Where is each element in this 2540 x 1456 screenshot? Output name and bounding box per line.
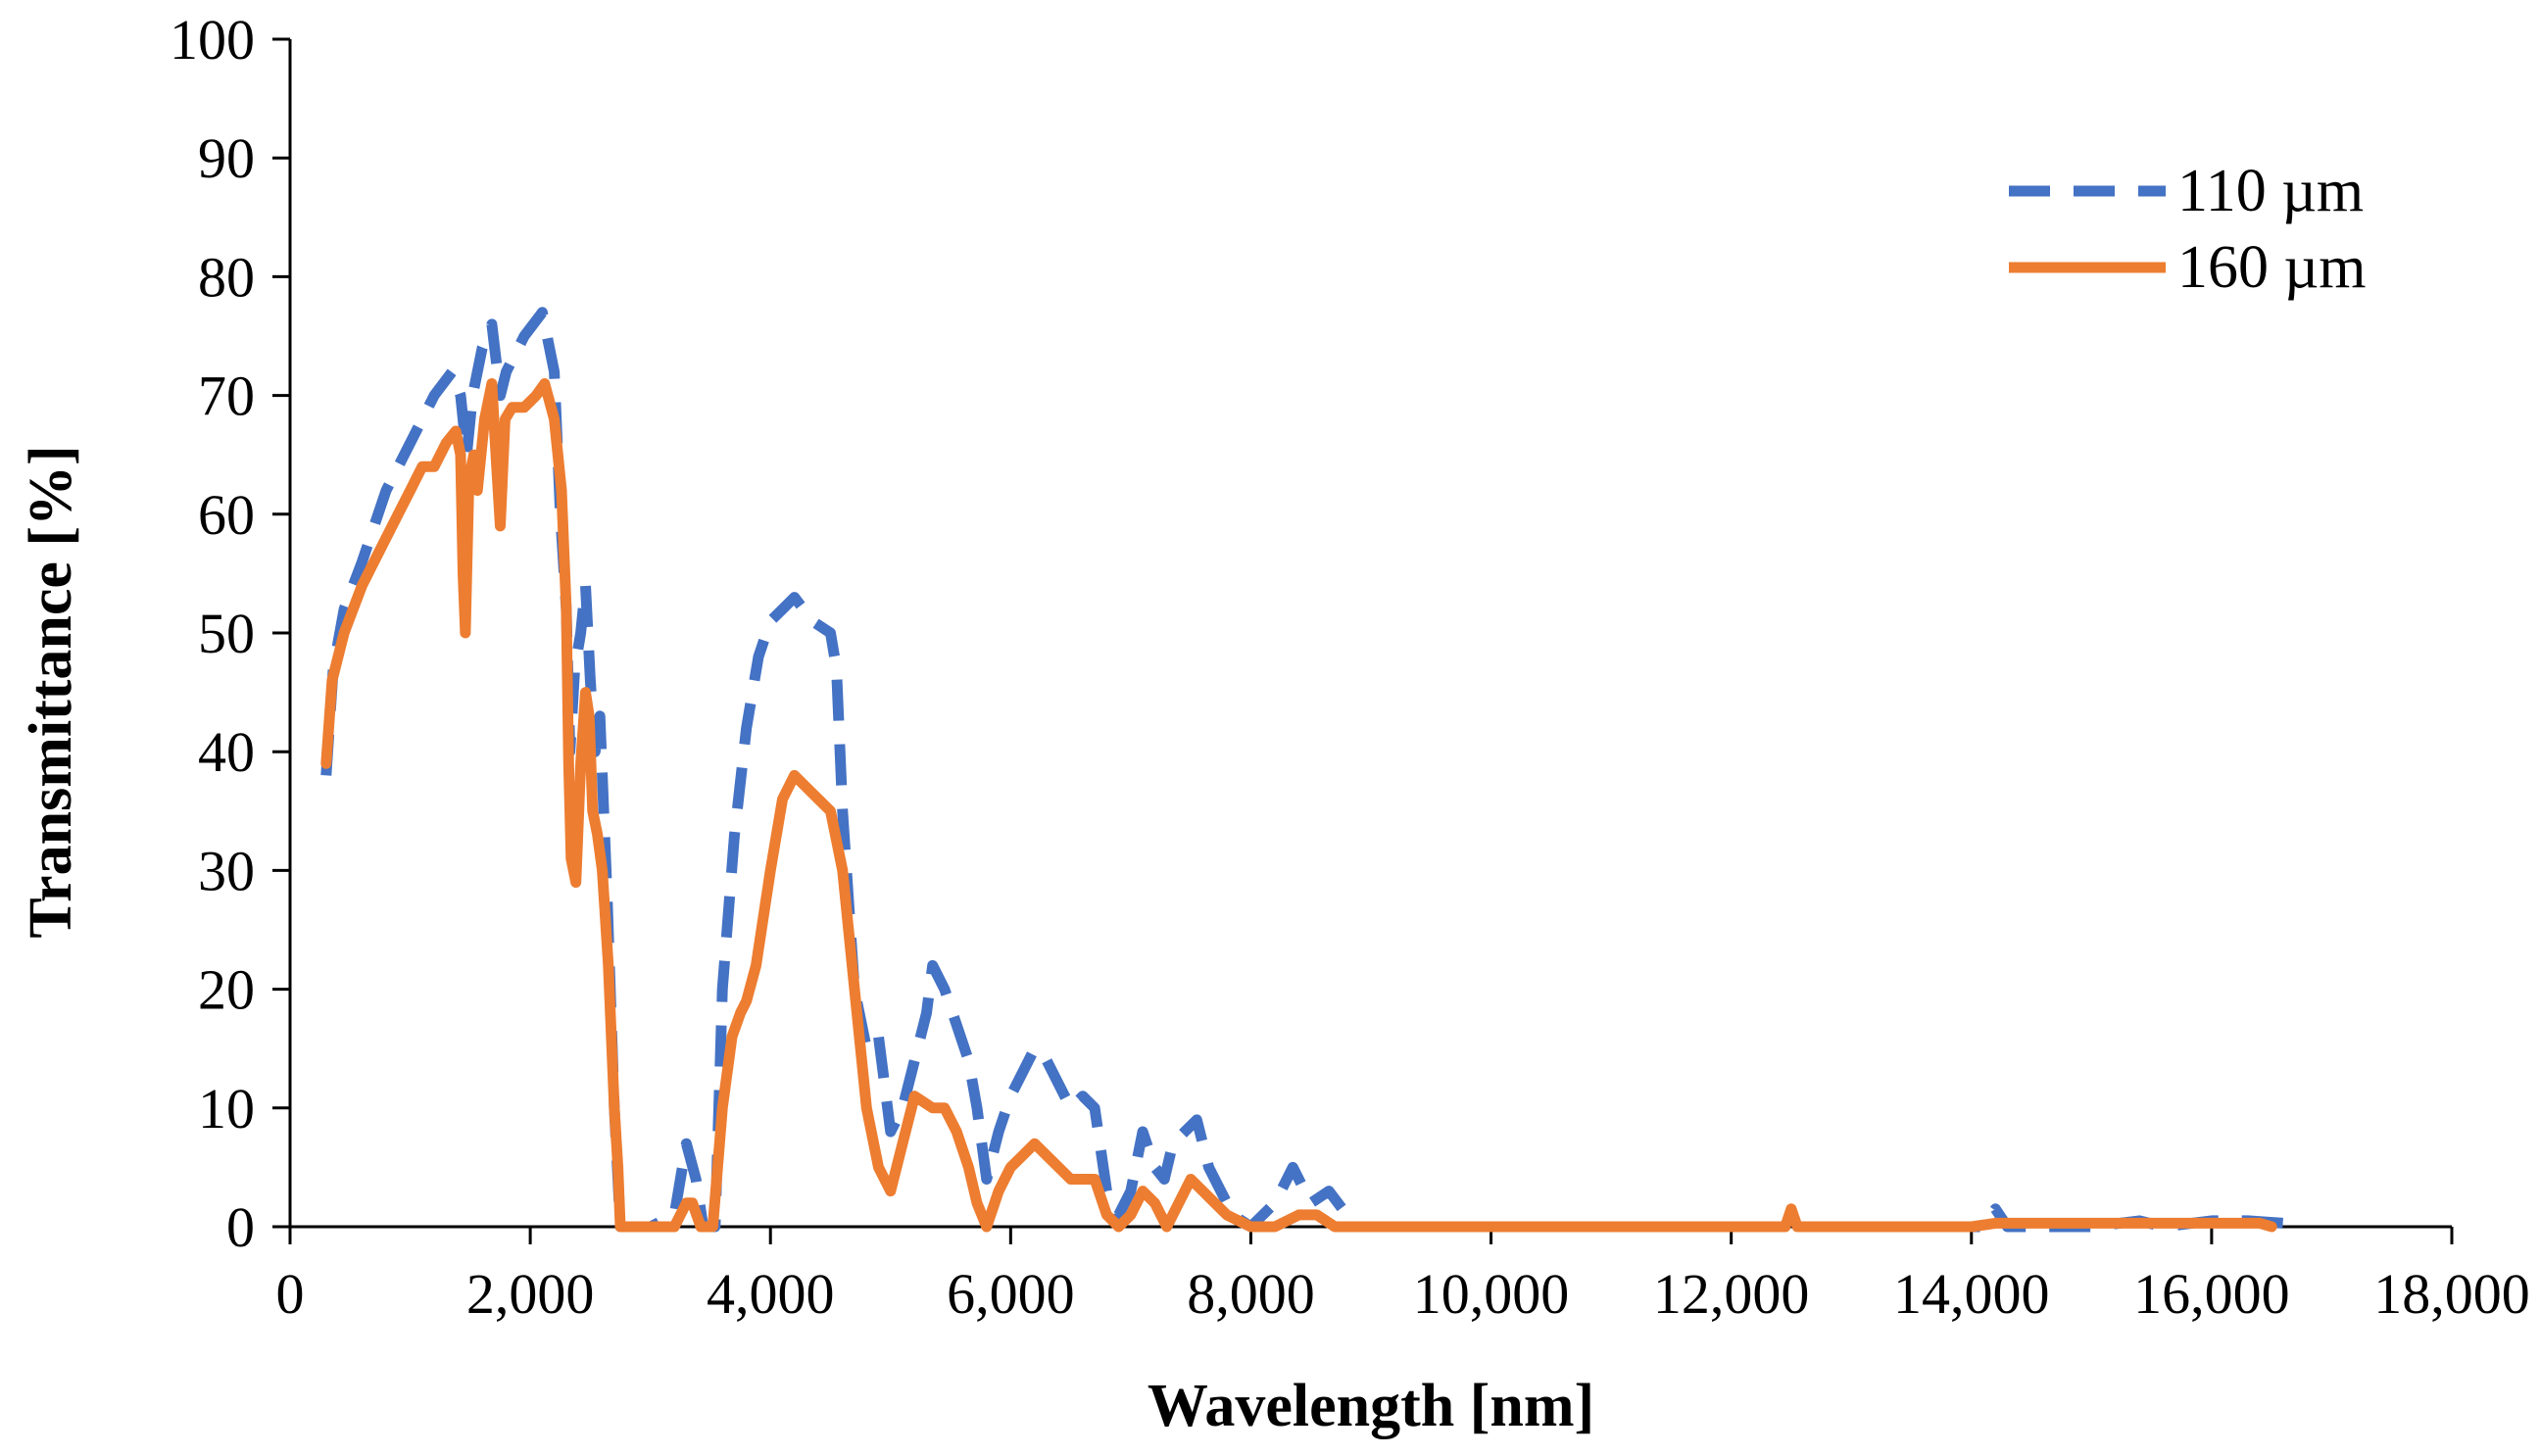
y-tick-label: 20 [198,958,255,1022]
series-layer [320,307,2298,1233]
y-tick-label: 100 [170,8,255,72]
axes: 0 10 20 30 40 50 60 70 80 90 100 0 2,000 4,000 6,000 8,… [170,8,2530,1326]
x-tick-label: 18,000 [2373,1262,2530,1326]
y-axis-title: Transmittance [%] [18,445,84,938]
y-tick-label: 80 [198,245,255,309]
y-tick-label: 60 [198,483,255,547]
series-line-1 [320,307,2298,1233]
legend-label-1: 110 µm [2177,158,2364,224]
legend-label-2: 160 µm [2177,234,2366,301]
y-tick-label: 90 [198,126,255,190]
y-tick-label: 50 [198,602,255,665]
x-tick-label: 12,000 [1653,1262,1810,1326]
x-axis-title: Wavelength [nm] [1148,1373,1594,1439]
x-tick-label: 0 [276,1262,305,1326]
x-tick-label: 16,000 [2133,1262,2290,1326]
y-tick-label: 30 [198,839,255,902]
series-line-2 [320,378,2277,1233]
y-tick-label: 10 [198,1077,255,1141]
x-tick-label: 8,000 [1187,1262,1315,1326]
y-tick-label: 40 [198,720,255,784]
legend: 110 µm 160 µm [2009,158,2366,301]
y-tick-label: 0 [226,1195,255,1259]
x-tick-label: 6,000 [947,1262,1075,1326]
y-tick-label: 70 [198,364,255,428]
x-tick-label: 2,000 [466,1262,595,1326]
x-tick-label: 4,000 [707,1262,835,1326]
x-tick-label: 14,000 [1893,1262,2050,1326]
x-tick-label: 10,000 [1413,1262,1570,1326]
